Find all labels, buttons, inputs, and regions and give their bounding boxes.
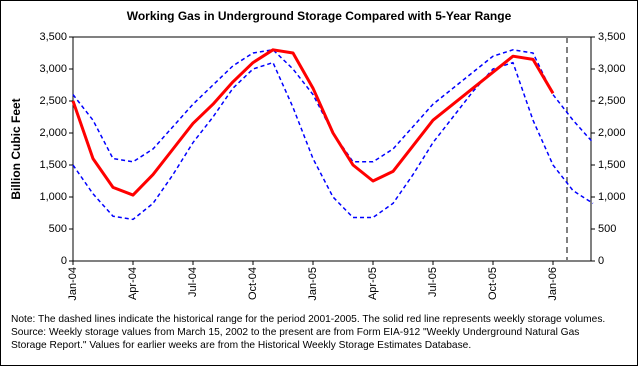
- range-line: [72, 49, 594, 163]
- storage-line: [71, 48, 555, 197]
- y2-tick-label: 1,000: [598, 191, 626, 203]
- y2-tick-label: 3,000: [598, 63, 626, 75]
- x-tick-label: Jul-05: [427, 267, 439, 297]
- y2-tick-label: 2,000: [598, 127, 626, 139]
- y-tick-label: 1,000: [39, 191, 67, 203]
- chart: Working Gas in Underground Storage Compa…: [9, 9, 626, 301]
- x-tick-label: Jan-04: [67, 267, 79, 301]
- y-tick-label: 3,000: [39, 63, 67, 75]
- y2-tick-label: 2,500: [598, 95, 626, 107]
- y-tick-label: 1,500: [39, 159, 67, 171]
- y-tick-label: 3,500: [39, 31, 67, 43]
- plot-frame: [72, 36, 592, 262]
- note: Note: The dashed lines indicate the hist…: [11, 314, 606, 351]
- y2-tick-label: 0: [598, 255, 604, 267]
- x-tick-label: Jan-05: [307, 267, 319, 301]
- x-tick-label: Oct-05: [487, 267, 499, 300]
- y2-tick-label: 3,500: [598, 31, 626, 43]
- range-line: [72, 61, 594, 221]
- y2-tick-label: 1,500: [598, 159, 626, 171]
- x-tick-label: Apr-05: [367, 267, 379, 300]
- x-tick-label: Jan-06: [547, 267, 559, 301]
- y-tick-label: 2,500: [39, 95, 67, 107]
- y-tick-label: 500: [49, 223, 67, 235]
- x-tick-label: Oct-04: [247, 267, 259, 300]
- y-axis-label: Billion Cubic Feet: [9, 98, 23, 199]
- x-tick-label: Jul-04: [187, 267, 199, 297]
- y-tick-label: 2,000: [39, 127, 67, 139]
- chart-title: Working Gas in Underground Storage Compa…: [127, 9, 512, 23]
- x-tick-label: Apr-04: [127, 267, 139, 300]
- y2-tick-label: 500: [598, 223, 616, 235]
- y-tick-label: 0: [61, 255, 67, 267]
